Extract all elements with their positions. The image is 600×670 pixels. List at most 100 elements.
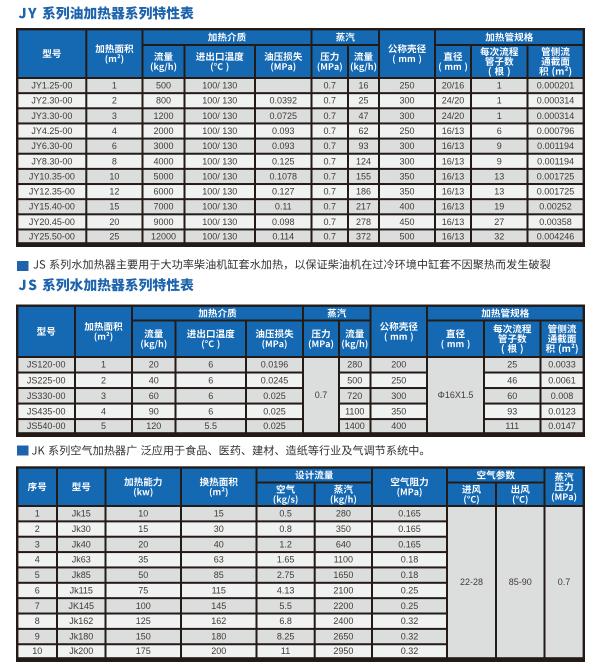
- svg-text:0.0725: 0.0725: [269, 111, 297, 121]
- svg-text:0.00358: 0.00358: [539, 217, 572, 227]
- svg-text:1: 1: [112, 81, 117, 91]
- svg-text:15: 15: [214, 509, 224, 519]
- svg-text:217: 217: [356, 202, 371, 212]
- svg-text:0.25: 0.25: [401, 601, 419, 611]
- svg-text:500: 500: [156, 81, 171, 91]
- svg-text:30: 30: [214, 524, 224, 534]
- svg-text:4.13: 4.13: [277, 585, 295, 595]
- svg-text:16/13: 16/13: [442, 141, 465, 151]
- svg-text:Φ16X1.5: Φ16X1.5: [438, 390, 474, 400]
- svg-text:2400: 2400: [333, 616, 353, 626]
- svg-text:6: 6: [35, 585, 40, 595]
- svg-text:93: 93: [358, 141, 368, 151]
- svg-text:400: 400: [391, 421, 406, 431]
- svg-text:2: 2: [101, 375, 106, 385]
- svg-text:Jk15: Jk15: [72, 509, 91, 519]
- svg-text:1100: 1100: [345, 406, 364, 416]
- svg-text:5.5: 5.5: [204, 421, 217, 431]
- svg-text:12: 12: [109, 187, 119, 197]
- svg-text:350: 350: [399, 171, 414, 181]
- svg-text:300: 300: [399, 141, 414, 151]
- svg-text:0.7: 0.7: [323, 171, 336, 181]
- svg-text:40: 40: [214, 539, 224, 549]
- svg-text:0.18: 0.18: [401, 555, 419, 565]
- svg-text:0.001194: 0.001194: [537, 156, 574, 166]
- svg-text:350: 350: [336, 524, 351, 534]
- svg-text:0.098: 0.098: [272, 217, 295, 227]
- svg-text:0.1078: 0.1078: [269, 171, 297, 181]
- svg-text:16/13: 16/13: [442, 202, 465, 212]
- svg-text:0.7: 0.7: [323, 156, 336, 166]
- svg-text:100/ 130: 100/ 130: [202, 217, 237, 227]
- svg-text:350: 350: [399, 187, 414, 197]
- svg-text:372: 372: [356, 231, 371, 241]
- svg-text:2100: 2100: [333, 585, 353, 595]
- svg-text:0.32: 0.32: [401, 646, 419, 656]
- svg-text:4: 4: [35, 555, 40, 565]
- svg-text:6: 6: [497, 126, 502, 136]
- svg-text:0.001725: 0.001725: [537, 171, 575, 181]
- svg-text:20/16: 20/16: [442, 81, 465, 91]
- svg-text:12000: 12000: [151, 231, 176, 241]
- svg-text:0.165: 0.165: [398, 524, 421, 534]
- svg-text:4000: 4000: [153, 156, 173, 166]
- svg-text:1.65: 1.65: [277, 555, 295, 565]
- svg-text:0.165: 0.165: [398, 509, 421, 519]
- svg-text:60: 60: [507, 391, 517, 401]
- svg-text:3: 3: [35, 539, 40, 549]
- svg-text:27: 27: [494, 217, 504, 227]
- svg-text:278: 278: [356, 217, 371, 227]
- svg-text:JS435-00: JS435-00: [27, 406, 66, 416]
- svg-text:1: 1: [35, 509, 40, 519]
- svg-text:Jk63: Jk63: [72, 555, 91, 565]
- svg-text:3: 3: [101, 391, 106, 401]
- svg-text:124: 124: [356, 156, 371, 166]
- svg-text:35: 35: [138, 555, 148, 565]
- svg-text:16/13: 16/13: [442, 217, 465, 227]
- svg-text:100: 100: [136, 601, 151, 611]
- svg-text:0.8: 0.8: [279, 524, 292, 534]
- svg-text:300: 300: [399, 111, 414, 121]
- svg-text:0.32: 0.32: [401, 632, 419, 642]
- svg-text:1.2: 1.2: [279, 539, 292, 549]
- svg-text:300: 300: [391, 391, 406, 401]
- svg-text:100/ 130: 100/ 130: [202, 171, 237, 181]
- svg-text:60: 60: [149, 391, 159, 401]
- svg-text:9: 9: [35, 632, 40, 642]
- svg-text:11: 11: [281, 646, 290, 656]
- svg-text:0.7: 0.7: [323, 111, 336, 121]
- svg-text:500: 500: [399, 231, 414, 241]
- svg-text:145: 145: [211, 601, 226, 611]
- svg-text:0.7: 0.7: [323, 187, 336, 197]
- svg-text:0.0061: 0.0061: [548, 375, 576, 385]
- svg-text:800: 800: [156, 96, 171, 106]
- svg-text:25: 25: [507, 360, 517, 370]
- svg-text:JY2.30-00: JY2.30-00: [31, 96, 72, 106]
- svg-text:10: 10: [109, 171, 119, 181]
- svg-text:180: 180: [211, 632, 226, 642]
- svg-text:186: 186: [356, 187, 371, 197]
- svg-text:100/ 130: 100/ 130: [202, 81, 237, 91]
- svg-text:3: 3: [112, 111, 117, 121]
- svg-text:5: 5: [35, 570, 40, 580]
- svg-text:93: 93: [507, 406, 517, 416]
- svg-text:400: 400: [399, 202, 414, 212]
- svg-text:0.004246: 0.004246: [537, 231, 575, 241]
- svg-text:19: 19: [494, 202, 504, 212]
- svg-text:9: 9: [497, 156, 502, 166]
- svg-text:Jk30: Jk30: [72, 524, 91, 534]
- svg-text:0.000314: 0.000314: [537, 111, 575, 121]
- svg-text:16: 16: [358, 81, 368, 91]
- svg-text:250: 250: [399, 126, 414, 136]
- svg-text:5: 5: [101, 421, 106, 431]
- svg-text:8: 8: [112, 156, 117, 166]
- svg-text:2950: 2950: [333, 646, 353, 656]
- svg-text:Jk180: Jk180: [69, 632, 93, 642]
- svg-text:0.127: 0.127: [272, 187, 295, 197]
- svg-text:0.025: 0.025: [263, 391, 286, 401]
- svg-text:0.0123: 0.0123: [548, 406, 576, 416]
- svg-text:Jk115: Jk115: [70, 585, 93, 595]
- svg-text:15: 15: [138, 524, 148, 534]
- svg-text:JY15.40-00: JY15.40-00: [29, 202, 75, 212]
- svg-text:4: 4: [101, 406, 106, 416]
